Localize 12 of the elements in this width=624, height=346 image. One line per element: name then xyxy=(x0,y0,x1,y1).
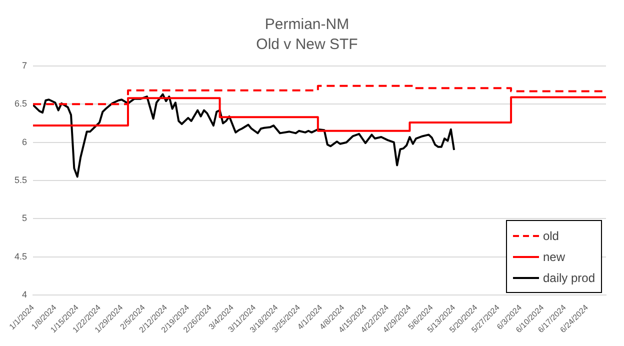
y-tick-label: 5.5 xyxy=(14,175,28,186)
legend-label: new xyxy=(542,250,565,264)
y-tick-label: 5 xyxy=(22,213,28,224)
y-tick-label: 7 xyxy=(22,60,28,70)
chart-title: Permian-NM xyxy=(264,16,350,34)
legend-label: old xyxy=(542,228,559,242)
y-tick-label: 6.5 xyxy=(14,98,28,109)
chart-subtitle: Old v New STF xyxy=(256,36,358,54)
y-tick-label: 6 xyxy=(22,136,28,147)
y-tick-label: 4.5 xyxy=(14,251,28,262)
legend-label: daily prod xyxy=(542,270,595,284)
y-tick-label: 4 xyxy=(22,290,28,300)
